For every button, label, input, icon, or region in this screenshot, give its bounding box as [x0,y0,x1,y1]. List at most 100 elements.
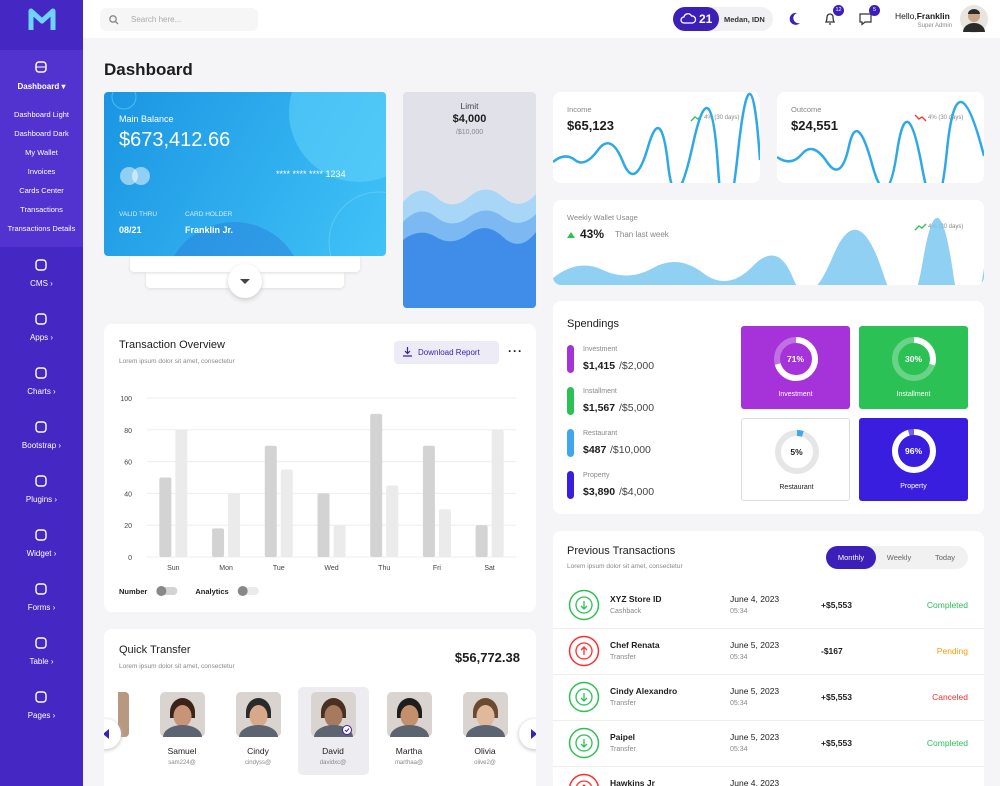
user-avatar[interactable] [960,5,988,33]
trend-down [914,114,927,122]
spending-tile[interactable]: 96% Property [859,418,968,501]
transaction-icon [568,635,600,667]
icon-inner [575,642,593,660]
icon-ring [568,727,600,759]
contact-name: Samuel [167,746,197,756]
weekly-usage-card: Weekly Wallet Usage 43% Than last week 4… [553,200,984,285]
spending-bar [567,387,574,415]
legend-toggle[interactable] [237,586,259,596]
weather: 21 Medan, IDN [673,7,773,31]
greeting: Hello,Franklin [895,11,950,21]
limit-total: /$10,000 [455,129,484,136]
icon-ring [568,681,600,713]
submenu-item[interactable]: Dashboard Light [13,110,70,119]
x-tick-label: Mon [219,565,233,572]
transaction-status: Canceled [932,692,968,702]
transaction-time: 05:34 [730,700,748,707]
bar [159,477,172,557]
submenu-item[interactable]: Cards Center [19,186,64,195]
menu-item[interactable]: Charts [0,387,83,396]
contact-avatar[interactable] [387,692,432,737]
avatar-face [173,705,192,727]
weekly-area [553,218,984,285]
section-subtitle: Lorem ipsum dolor sit amet, consectetur [567,563,683,570]
transaction-overview: Transaction Overview Lorem ipsum dolor s… [104,324,536,612]
prev-button[interactable] [104,719,121,749]
tab[interactable]: Today [934,553,955,562]
expand-button[interactable] [228,264,262,298]
header: Search here... 21 Medan, IDN 12 5 Hello,… [83,0,1000,38]
spending-limit: /$2,000 [619,360,655,372]
bar [370,413,383,557]
up-arrow [567,232,575,238]
menu-active[interactable]: Dashboard ▾ [17,82,66,91]
spending-tile[interactable]: 30% Installment [859,326,968,409]
previous-transactions: Previous Transactions Lorem ipsum dolor … [553,531,984,786]
tab[interactable]: Weekly [886,553,912,562]
menu-item[interactable]: Pages [0,711,83,720]
tile-name: Property [900,483,927,490]
transaction-type: Transfer [610,746,636,753]
dark-mode-toggle[interactable] [789,12,801,25]
menu-icon [35,313,47,325]
toggle-knob [237,586,248,596]
menu-item[interactable]: Forms [0,603,83,612]
menu-item[interactable]: CMS [0,279,83,288]
spending-amount: $3,890 [583,486,616,498]
contact-avatar[interactable] [236,692,281,737]
menu-item[interactable]: Apps [0,333,83,342]
notification-icon[interactable] [824,12,836,26]
contact-email: marthaa@ [394,760,424,766]
submenu-item[interactable]: My Wallet [25,148,58,157]
message-icon[interactable] [859,13,872,26]
transaction-name: Hawkins Jr [610,778,655,786]
transaction-icon [568,681,600,713]
donut-arc [775,430,819,474]
spending-tile[interactable]: 5% Restaurant [741,418,850,501]
transaction-date: June 4, 2023 [730,594,780,604]
transaction-name: Paipel [610,732,636,742]
menu-item[interactable]: Widget [0,549,83,558]
tab[interactable]: Monthly [826,546,876,569]
spending-amount: $1,567 [583,402,616,414]
legend-toggle[interactable] [156,586,178,596]
notification-badge: 12 [833,5,844,16]
menu-item[interactable]: Table [0,657,83,666]
menu-item[interactable]: Plugins [0,495,83,504]
menu-icon [35,259,47,271]
transaction-amount: +$5,553 [821,600,852,610]
logo[interactable] [28,8,56,32]
contact-email: davidxc@ [319,760,347,766]
menu-item[interactable]: Bootstrap [0,441,83,450]
submenu-item[interactable]: Invoices [27,167,56,176]
contact-avatar[interactable] [160,692,205,737]
icon-inner [575,596,593,614]
contact-avatar[interactable] [463,692,508,737]
valid-date: 08/21 [119,225,142,235]
spending-tile[interactable]: 71% Investment [741,326,850,409]
transfer-amount: $56,772.38 [454,650,520,665]
search-box[interactable]: Search here... [100,8,258,31]
download-button[interactable]: Download Report [394,341,499,364]
submenu-item[interactable]: Dashboard Dark [14,129,69,138]
more-menu[interactable]: ··· [508,344,523,358]
transaction-status: Pending [936,646,968,656]
transaction-status: Completed [926,738,968,748]
icon-shape [35,691,47,703]
card-stack [130,254,360,272]
toggle-knob [156,586,167,596]
search-placeholder: Search here... [131,15,182,24]
cloud-icon [680,13,697,24]
avatar-body [466,725,505,737]
limit-amount: $4,000 [452,113,487,125]
submenu-item[interactable]: Transactions [20,205,63,214]
transaction-status: Completed [927,784,968,786]
income-label: Income [567,105,592,114]
next-button[interactable] [519,719,536,749]
transaction-type: Transfer [610,654,636,661]
submenu-item[interactable]: Transactions Details [7,224,76,233]
menu-icon [35,691,47,703]
donut-arc [892,429,936,473]
outcome-amount: $24,551 [791,118,838,133]
y-tick-label: 60 [124,460,132,467]
